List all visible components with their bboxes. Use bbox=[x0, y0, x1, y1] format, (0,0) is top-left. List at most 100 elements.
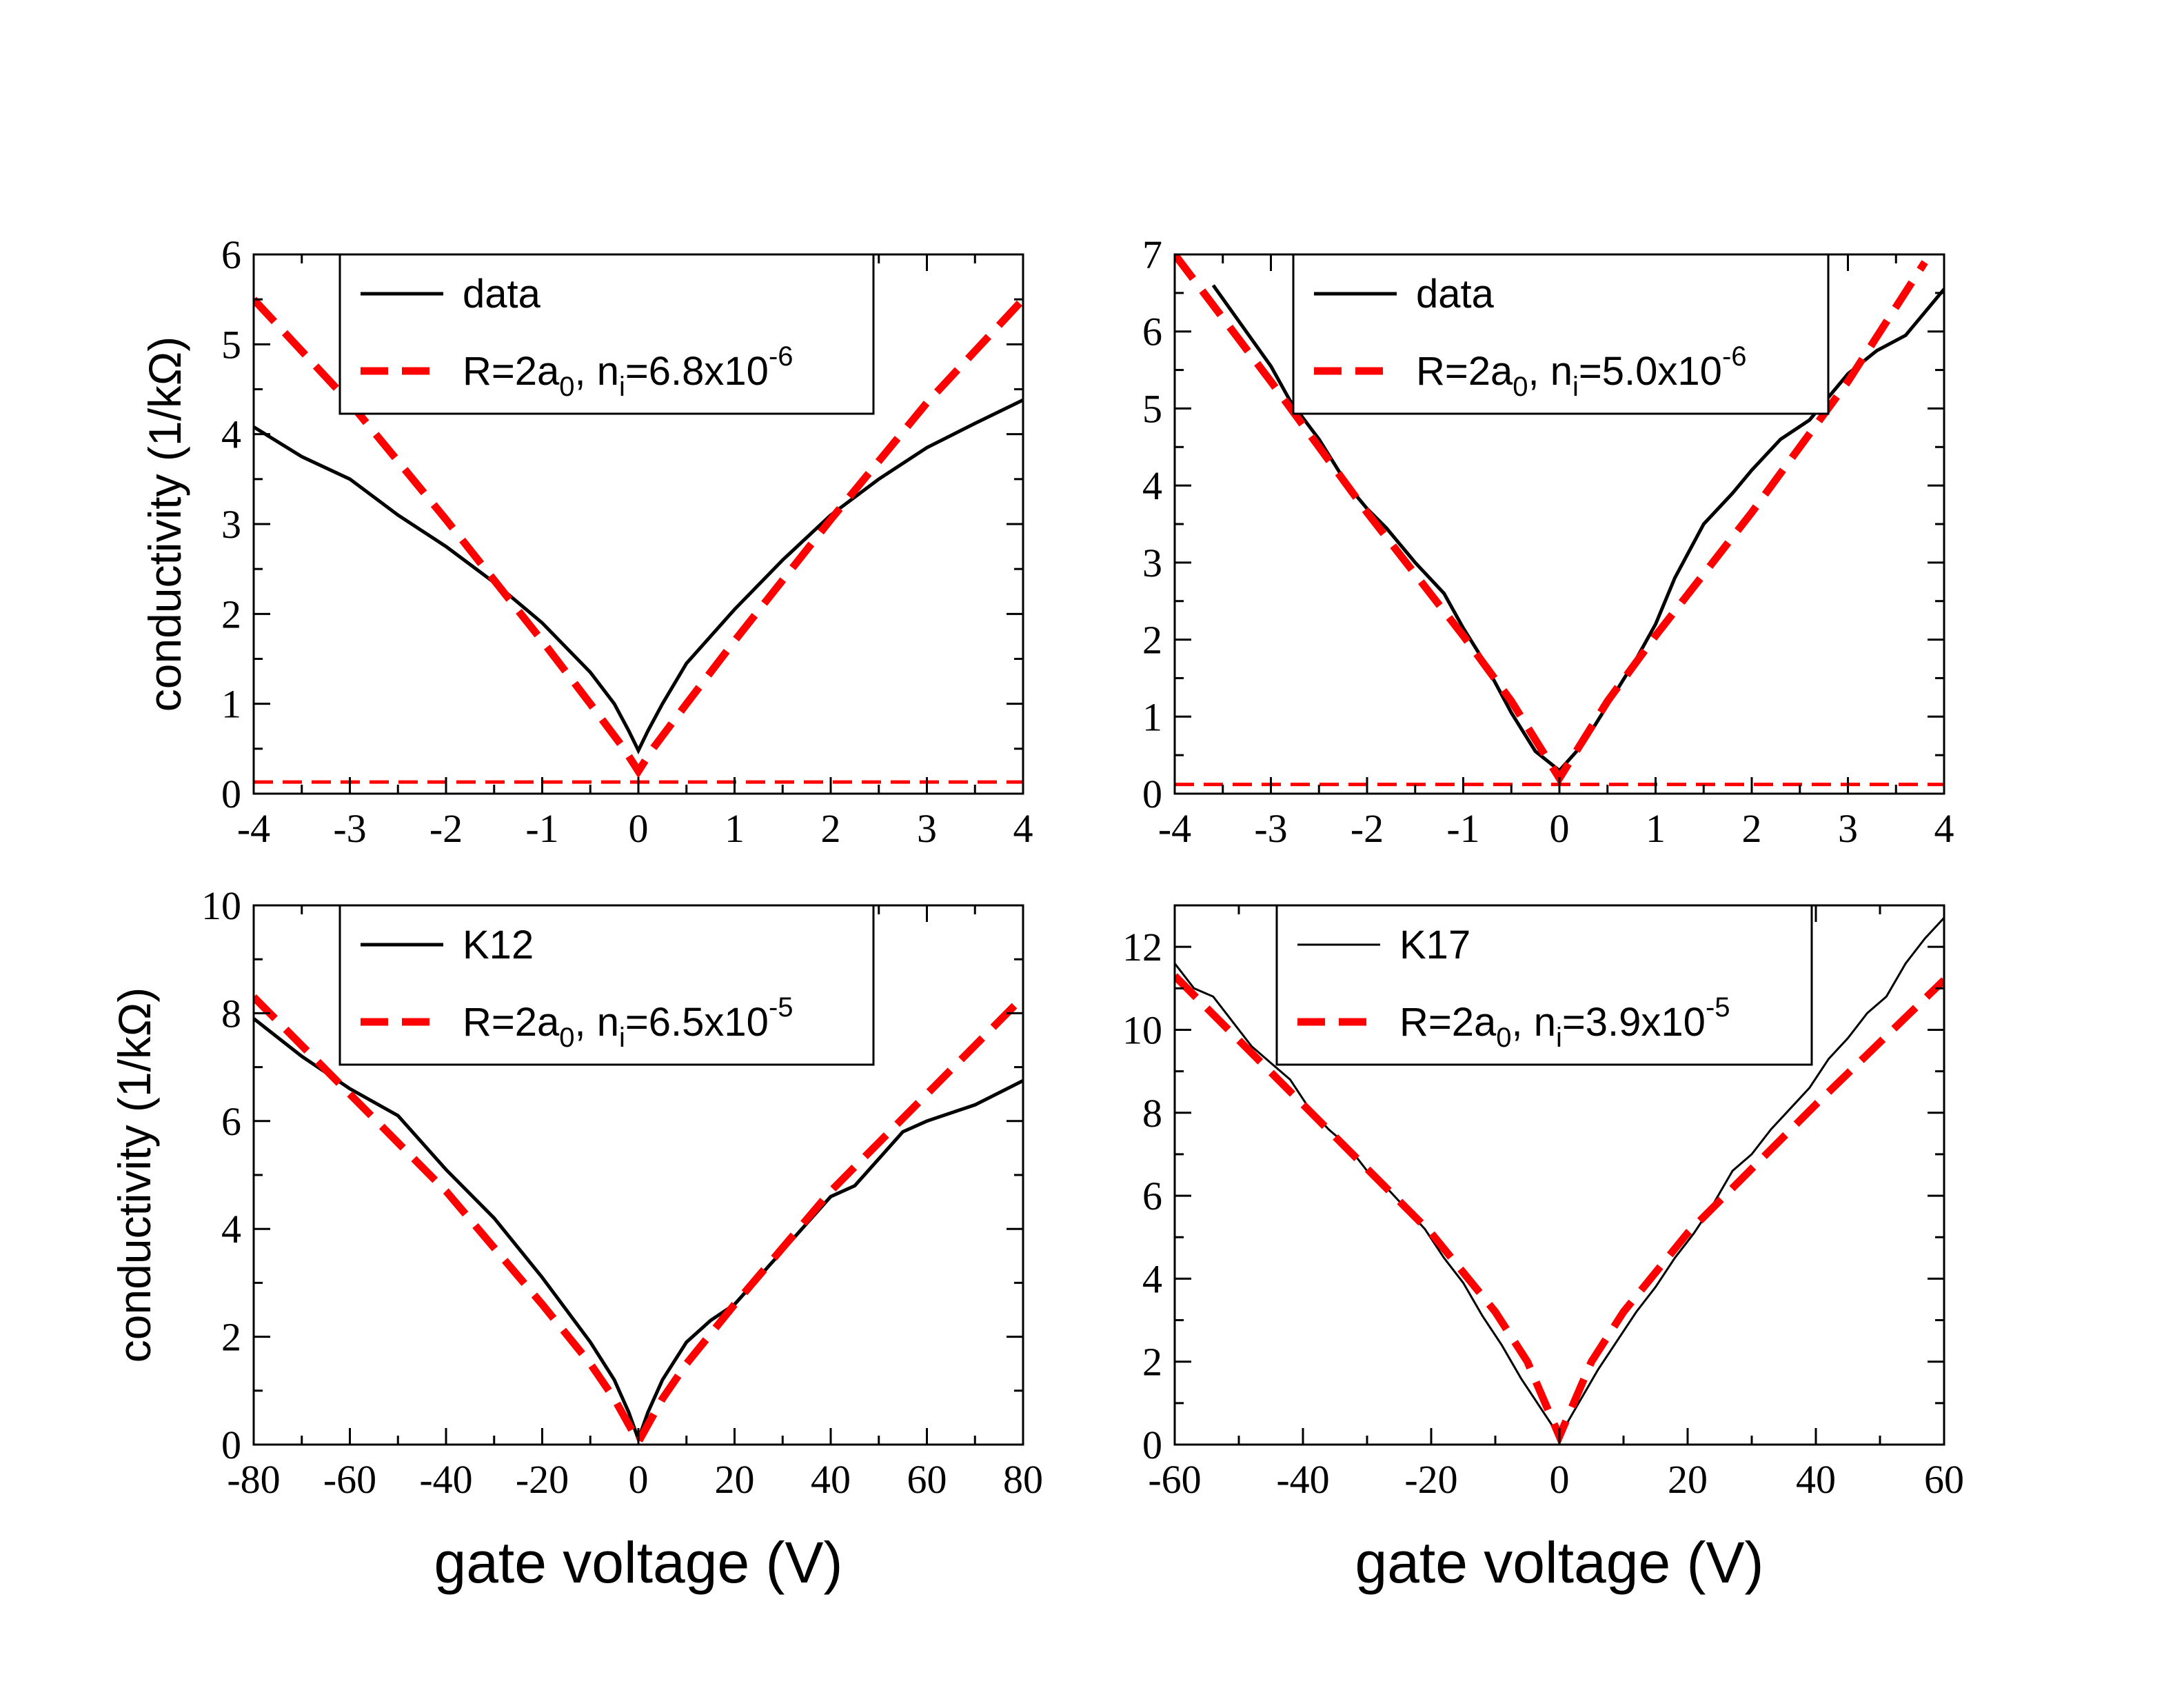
x-axis-title: gate voltage (V) bbox=[1355, 1530, 1763, 1595]
legend-label-part: R=2a bbox=[463, 349, 560, 394]
x-tick-label: -1 bbox=[525, 806, 558, 851]
x-tick-label: 20 bbox=[715, 1457, 755, 1502]
y-tick-label: 2 bbox=[1142, 1340, 1162, 1385]
y-tick-label: 0 bbox=[221, 1423, 241, 1467]
x-tick-label: 2 bbox=[821, 806, 841, 851]
y-tick-label: 0 bbox=[1142, 772, 1162, 816]
x-tick-label: 0 bbox=[1550, 806, 1570, 851]
legend-label-part: R=2a bbox=[1416, 349, 1513, 394]
y-tick-label: 3 bbox=[1142, 541, 1162, 585]
legend-label-part: -6 bbox=[769, 341, 793, 372]
y-axis-title: conductivity (1/kΩ) bbox=[139, 336, 190, 712]
series-line-1 bbox=[254, 297, 1023, 778]
x-tick-label: -4 bbox=[237, 806, 270, 851]
y-tick-label: 6 bbox=[221, 232, 241, 277]
legend-label: R=2a0, ni=6.8x10-6 bbox=[463, 341, 793, 402]
x-tick-label: 2 bbox=[1742, 806, 1762, 851]
x-tick-label: -3 bbox=[1254, 806, 1287, 851]
y-tick-label: 2 bbox=[221, 592, 241, 636]
y-tick-label: 3 bbox=[221, 502, 241, 547]
legend-label-part: R=2a bbox=[463, 1000, 560, 1045]
y-tick-label: 7 bbox=[1142, 232, 1162, 277]
x-tick-label: 0 bbox=[629, 806, 649, 851]
legend-label-part: -6 bbox=[1722, 341, 1747, 372]
legend-label-part: , n bbox=[1512, 1000, 1557, 1045]
y-axis-title: conductivity (1/kΩ) bbox=[109, 987, 160, 1363]
legend-box bbox=[338, 904, 875, 1066]
legend-label: data bbox=[1416, 272, 1495, 316]
x-tick-label: 3 bbox=[1838, 806, 1858, 851]
legend-label-part: 0 bbox=[1496, 1023, 1511, 1053]
legend-label-part: i bbox=[619, 372, 625, 402]
y-tick-label: 12 bbox=[1122, 925, 1162, 969]
y-tick-label: 6 bbox=[1142, 1174, 1162, 1218]
series-line-0 bbox=[254, 1017, 1023, 1445]
x-tick-label: 60 bbox=[1924, 1457, 1964, 1502]
x-tick-label: -80 bbox=[227, 1457, 280, 1502]
x-tick-label: -3 bbox=[333, 806, 366, 851]
legend-label-part: , n bbox=[1528, 349, 1573, 394]
x-tick-label: 0 bbox=[629, 1457, 649, 1502]
legend-label: K12 bbox=[463, 923, 534, 967]
y-tick-label: 2 bbox=[221, 1315, 241, 1360]
x-tick-label: -4 bbox=[1158, 806, 1191, 851]
y-tick-label: 8 bbox=[1142, 1091, 1162, 1136]
x-tick-label: -60 bbox=[1148, 1457, 1201, 1502]
legend-label-part: 0 bbox=[559, 372, 574, 402]
x-tick-label: 4 bbox=[1013, 806, 1033, 851]
x-tick-label: 20 bbox=[1668, 1457, 1708, 1502]
plot-area bbox=[254, 994, 1023, 1445]
y-tick-label: 2 bbox=[1142, 618, 1162, 663]
legend-box bbox=[1275, 904, 1813, 1066]
y-tick-label: 5 bbox=[1142, 386, 1162, 431]
x-tick-label: 4 bbox=[1934, 806, 1954, 851]
x-tick-label: -2 bbox=[1351, 806, 1384, 851]
y-tick-label: 0 bbox=[1142, 1423, 1162, 1467]
x-tick-label: -1 bbox=[1446, 806, 1479, 851]
chart-br: -60 -40 -20 0 20 40 60 0 2 4 6 8 10 12 gate voltage (V… bbox=[1122, 904, 1964, 1595]
x-tick-label: -20 bbox=[1404, 1457, 1457, 1502]
chart-tl: -4 -3 -2 -1 0 1 2 3 4 0 1 2 3 4 5 6 conductivity (1/kΩ) d… bbox=[139, 232, 1033, 851]
legend-box bbox=[1292, 253, 1830, 415]
x-tick-label: 0 bbox=[1550, 1457, 1570, 1502]
legend-label-part: =5.0x10 bbox=[1579, 349, 1722, 394]
legend-label-part: =3.9x10 bbox=[1562, 1000, 1706, 1045]
series-line-0 bbox=[254, 398, 1023, 755]
x-tick-label: -20 bbox=[516, 1457, 569, 1502]
y-tick-label: 6 bbox=[1142, 310, 1162, 354]
legend-label-part: i bbox=[619, 1023, 625, 1053]
legend-box bbox=[338, 253, 875, 415]
y-tick-label: 6 bbox=[221, 1099, 241, 1144]
legend: data R=2a0, ni=6.8x10-6 bbox=[338, 253, 875, 415]
x-axis-title: gate voltage (V) bbox=[434, 1530, 842, 1595]
y-tick-label: 4 bbox=[1142, 1256, 1162, 1301]
y-tick-label: 1 bbox=[221, 682, 241, 727]
y-tick-label: 10 bbox=[201, 883, 241, 928]
legend-label-part: =6.8x10 bbox=[625, 349, 769, 394]
legend: data R=2a0, ni=5.0x10-6 bbox=[1292, 253, 1830, 415]
y-tick-label: 5 bbox=[221, 322, 241, 367]
y-tick-label: 0 bbox=[221, 772, 241, 816]
y-tick-label: 4 bbox=[1142, 463, 1162, 508]
chart-bl: -80 -60 -40 -20 0 20 40 60 80 0 2 4 6 8 10 conductivity… bbox=[109, 883, 1043, 1595]
x-tick-label: 3 bbox=[917, 806, 937, 851]
legend-label-part: -5 bbox=[769, 992, 793, 1023]
y-tick-label: 4 bbox=[221, 412, 241, 457]
y-tick-label: 4 bbox=[221, 1207, 241, 1252]
legend-label-part: =6.5x10 bbox=[625, 1000, 769, 1045]
y-tick-label: 10 bbox=[1122, 1007, 1162, 1052]
legend-label: R=2a0, ni=5.0x10-6 bbox=[1416, 341, 1747, 402]
x-tick-label: -60 bbox=[323, 1457, 376, 1502]
x-tick-label: 80 bbox=[1003, 1457, 1043, 1502]
legend-label-part: i bbox=[1556, 1023, 1562, 1053]
legend-label: R=2a0, ni=3.9x10-5 bbox=[1399, 992, 1730, 1053]
x-tick-label: 1 bbox=[725, 806, 745, 851]
legend-label: K17 bbox=[1399, 923, 1470, 967]
legend-label-part: 0 bbox=[1513, 372, 1528, 402]
legend-label-part: R=2a bbox=[1399, 1000, 1497, 1045]
legend-label-part: 0 bbox=[559, 1023, 574, 1053]
x-tick-label: -2 bbox=[429, 806, 463, 851]
legend-label: data bbox=[463, 272, 541, 316]
